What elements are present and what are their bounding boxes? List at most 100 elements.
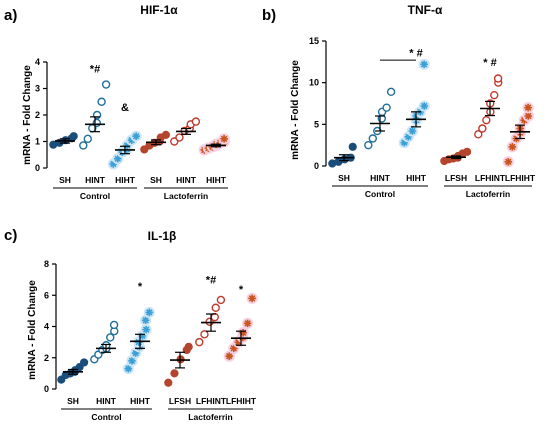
data-point xyxy=(145,308,154,317)
data-point xyxy=(141,316,150,325)
panel-a-title: HIF-1α xyxy=(140,3,178,17)
panel-b: b) TNF-α mRNA - Fold Change 0 5 10 15 SH HINT… xyxy=(262,3,536,199)
data-point xyxy=(210,312,219,322)
y-tick-label: 8 xyxy=(44,259,49,269)
data-point xyxy=(408,127,417,135)
x-tick-label: HIHT xyxy=(115,175,136,185)
panel-b-letter: b) xyxy=(262,7,276,24)
series-2 xyxy=(122,306,155,375)
significance-label: * xyxy=(138,281,143,293)
data-point xyxy=(220,135,228,143)
panel-c-title: IL-1β xyxy=(148,229,177,243)
series-5 xyxy=(223,292,258,362)
data-point xyxy=(400,138,409,147)
significance-label: & xyxy=(121,102,129,114)
data-point xyxy=(175,133,184,142)
x-tick-label: HIHT xyxy=(406,173,427,183)
data-point xyxy=(524,103,532,112)
data-point xyxy=(142,325,150,334)
data-point xyxy=(364,140,373,150)
data-point xyxy=(493,74,503,83)
data-point xyxy=(164,378,173,387)
data-point xyxy=(420,60,428,69)
series-3 xyxy=(164,342,193,387)
data-point xyxy=(69,132,78,141)
data-point xyxy=(504,158,513,166)
panel-c: c) IL-1β mRNA - Fold Change 0 2 4 6 8 SH HINT H… xyxy=(4,227,258,422)
data-point xyxy=(138,332,147,340)
data-point xyxy=(114,154,122,163)
data-point xyxy=(225,352,234,360)
data-point xyxy=(520,116,529,124)
data-point xyxy=(124,364,133,373)
data-point xyxy=(386,87,396,97)
data-point xyxy=(248,294,256,303)
series-1 xyxy=(364,87,396,150)
data-point xyxy=(474,130,483,139)
series-1 xyxy=(90,320,119,364)
data-point xyxy=(478,124,487,133)
x-tick-label: HINT xyxy=(96,396,117,406)
y-tick-label: 4 xyxy=(35,57,40,67)
data-point xyxy=(101,80,111,89)
data-point xyxy=(195,337,204,347)
data-point xyxy=(109,160,118,168)
data-point xyxy=(80,358,89,367)
y-tick-label: 2 xyxy=(44,353,49,363)
data-point xyxy=(508,143,517,151)
group-label: Control xyxy=(365,189,395,199)
y-tick-label: 0 xyxy=(314,161,319,171)
data-point xyxy=(420,102,429,110)
y-tick-label: 1 xyxy=(35,137,40,147)
data-point xyxy=(482,115,491,125)
data-point xyxy=(131,349,140,357)
y-tick-label: 4 xyxy=(44,322,49,332)
series-3 xyxy=(140,130,170,154)
data-point xyxy=(92,118,102,128)
significance-label: * # xyxy=(483,57,496,69)
group-label: Lactoferrin xyxy=(164,191,208,201)
x-tick-label: SH xyxy=(59,175,71,185)
data-point xyxy=(368,134,377,143)
y-tick-label: 0 xyxy=(44,384,49,394)
y-tick-label: 0 xyxy=(35,163,40,173)
series-2 xyxy=(398,58,430,149)
panel-a: a) HIF-1α mRNA - Fold Change 0 1 2 3 4 SH HINT… xyxy=(4,3,230,201)
panel-a-ylabel: mRNA - Fold Change xyxy=(22,65,33,165)
panel-b-title: TNF-α xyxy=(408,3,443,17)
x-tick-label: HINT xyxy=(370,173,391,183)
data-point xyxy=(200,330,209,339)
significance-label: * xyxy=(239,284,244,296)
significance-label: *# xyxy=(90,64,100,76)
data-point xyxy=(79,141,88,150)
x-tick-label: SH xyxy=(338,173,350,183)
data-point xyxy=(132,132,140,140)
data-point xyxy=(128,357,136,365)
data-point xyxy=(191,117,201,126)
data-point xyxy=(170,369,179,378)
data-point xyxy=(463,147,472,156)
data-point xyxy=(404,133,413,141)
data-point xyxy=(83,134,93,144)
group-label: Lactoferrin xyxy=(466,189,510,199)
data-point xyxy=(97,97,106,106)
panel-b-ylabel: mRNA - Fold Change xyxy=(290,60,301,160)
series-0 xyxy=(57,358,89,384)
data-point xyxy=(239,328,247,337)
group-label: Lactoferrin xyxy=(188,412,232,422)
panel-c-ylabel: mRNA - Fold Change xyxy=(27,280,38,380)
series-4 xyxy=(170,117,201,146)
data-point xyxy=(161,130,170,139)
data-point xyxy=(524,112,533,120)
data-point xyxy=(106,333,115,342)
data-point xyxy=(348,142,357,151)
data-point xyxy=(211,303,220,312)
series-0 xyxy=(328,142,357,168)
data-point xyxy=(230,344,238,353)
series-1 xyxy=(79,80,111,150)
series-5 xyxy=(502,102,534,168)
x-tick-label: LFHIHT xyxy=(226,396,257,406)
y-tick-label: 2 xyxy=(35,110,40,120)
significance-label: *# xyxy=(206,275,216,287)
